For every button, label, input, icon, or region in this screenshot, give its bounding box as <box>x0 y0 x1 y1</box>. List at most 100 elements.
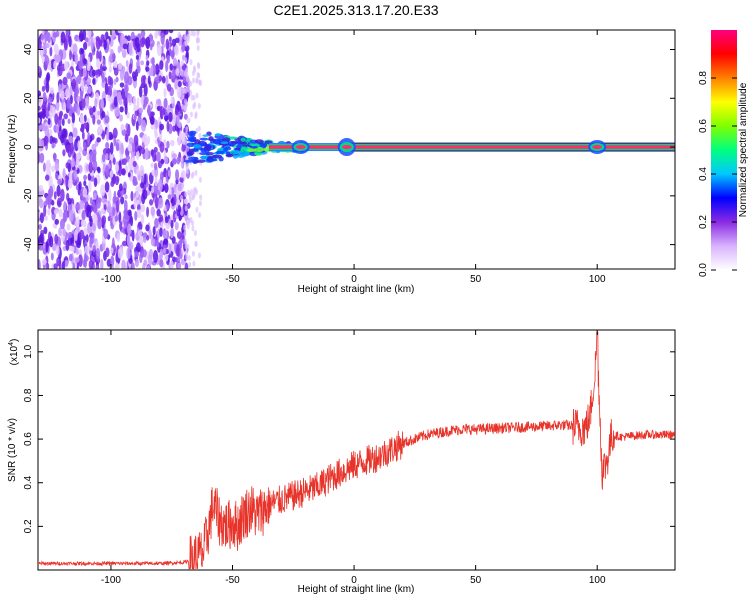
noise-cell <box>139 252 143 264</box>
noise-fringe-cell <box>184 57 188 64</box>
noise-cell <box>146 234 150 241</box>
noise-cell <box>162 107 166 116</box>
noise-cell <box>154 176 158 187</box>
noise-cell <box>145 54 149 61</box>
noise-cell <box>100 98 105 110</box>
noise-cell <box>186 117 191 124</box>
transition-cell <box>220 141 229 145</box>
noise-cell <box>69 140 74 154</box>
noise-cell <box>62 101 66 111</box>
noise-cell <box>138 107 144 114</box>
noise-cell <box>67 118 71 125</box>
noise-cell <box>128 158 133 171</box>
noise-cell <box>143 97 148 108</box>
noise-cell <box>146 60 150 66</box>
noise-cell <box>109 169 114 178</box>
noise-cell <box>53 263 58 269</box>
noise-cell <box>163 30 169 35</box>
noise-cell <box>152 226 156 236</box>
noise-fringe-cell <box>197 63 201 70</box>
x-tick-label: 50 <box>470 575 482 586</box>
noise-cell <box>58 208 63 218</box>
noise-cell <box>83 252 87 264</box>
noise-fringe-cell <box>186 86 190 93</box>
noise-cell <box>86 30 92 39</box>
noise-cell <box>83 180 87 187</box>
transition-cell <box>186 150 195 156</box>
noise-fringe-cell <box>195 77 199 84</box>
noise-fringe-cell <box>184 131 188 138</box>
noise-cell <box>83 122 88 130</box>
noise-fringe-cell <box>197 252 201 259</box>
noise-cell <box>176 256 181 265</box>
noise-cell <box>159 227 163 238</box>
noise-fringe-cell <box>191 250 195 257</box>
noise-cell <box>82 141 87 150</box>
noise-cell <box>114 163 120 172</box>
noise-fringe-cell <box>184 205 188 212</box>
noise-cell <box>38 184 44 192</box>
transition-cell <box>192 160 201 164</box>
noise-cell <box>156 208 161 217</box>
noise-cell <box>161 75 166 84</box>
noise-cell <box>173 193 177 206</box>
noise-fringe-cell <box>191 70 195 77</box>
noise-cell <box>84 83 88 93</box>
noise-cell <box>80 48 85 54</box>
noise-cell <box>62 210 68 222</box>
carrier-core <box>268 145 675 149</box>
noise-cell <box>86 155 90 161</box>
noise-cell <box>134 258 140 268</box>
noise-fringe-cell <box>190 30 194 37</box>
noise-cell <box>101 207 105 215</box>
noise-fringe-cell <box>185 168 189 175</box>
noise-cell <box>121 168 126 176</box>
noise-cell <box>57 178 62 186</box>
transition-cell <box>212 154 223 159</box>
noise-cell <box>112 60 118 69</box>
transition-cell <box>254 147 265 153</box>
noise-cell <box>158 197 164 209</box>
noise-cell <box>110 247 114 254</box>
noise-cell <box>97 167 101 174</box>
noise-cell <box>177 136 181 146</box>
noise-cell <box>89 197 93 205</box>
noise-cell <box>43 205 47 217</box>
noise-cell <box>87 56 91 68</box>
noise-cell <box>88 180 92 193</box>
noise-cell <box>38 242 44 251</box>
noise-cell <box>63 200 67 212</box>
noise-cell <box>97 125 103 135</box>
noise-cell <box>66 72 72 80</box>
noise-cell <box>172 209 177 223</box>
noise-cell <box>111 237 115 251</box>
noise-cell <box>166 54 170 64</box>
noise-cell <box>47 208 51 216</box>
noise-cell <box>140 60 145 66</box>
snr-series-line <box>38 331 675 570</box>
x-tick-label: 0 <box>351 575 357 586</box>
transition-cell <box>257 142 268 148</box>
y-tick-label: 0.4 <box>23 475 34 489</box>
transition-cell <box>231 150 241 155</box>
noise-cell <box>54 218 59 225</box>
noise-fringe-cell <box>180 248 184 255</box>
noise-fringe-cell <box>195 206 199 213</box>
noise-cell <box>67 231 73 239</box>
noise-fringe-cell <box>183 104 187 111</box>
noise-cell <box>163 238 169 245</box>
noise-cell <box>53 43 59 54</box>
noise-cell <box>121 240 128 247</box>
noise-cell <box>71 157 75 168</box>
noise-fringe-cell <box>189 89 193 96</box>
noise-cell <box>159 259 164 268</box>
noise-cell <box>136 65 141 74</box>
noise-cell <box>76 106 81 116</box>
noise-cell <box>98 197 102 203</box>
noise-cell <box>119 82 125 88</box>
noise-cell <box>146 189 151 196</box>
noise-cell <box>159 105 163 118</box>
noise-cell <box>114 175 119 186</box>
noise-cell <box>156 44 162 57</box>
noise-cell <box>174 257 178 263</box>
